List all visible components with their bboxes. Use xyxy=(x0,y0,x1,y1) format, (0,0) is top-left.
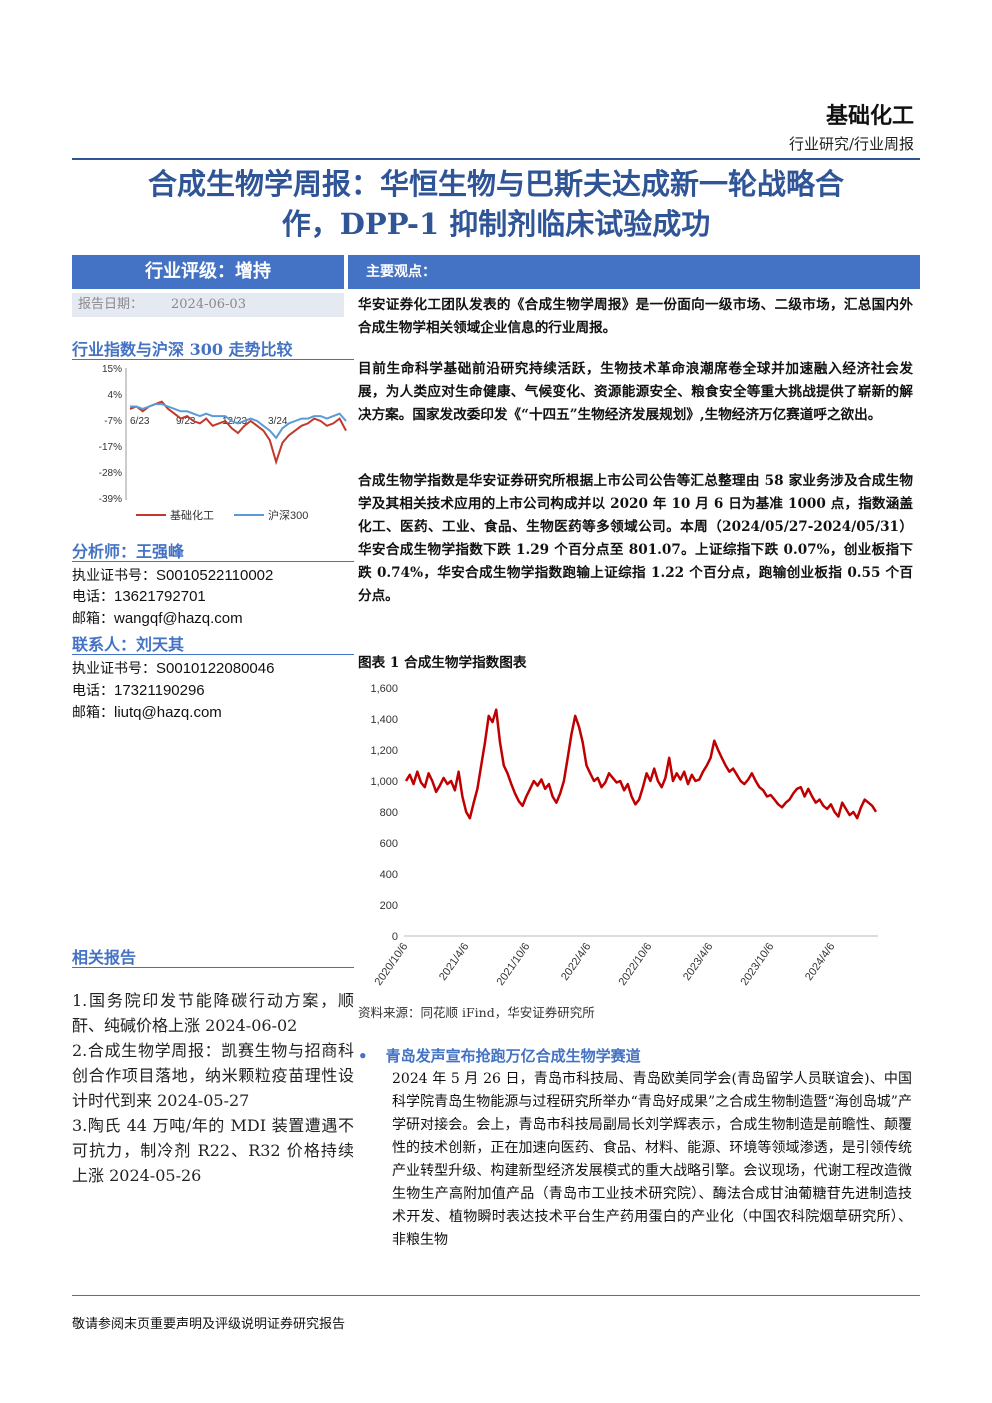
y-tick-label: 1,000 xyxy=(370,776,398,788)
contact-heading: 联系人：刘天其 xyxy=(72,635,185,654)
series-line-basic-chem xyxy=(129,400,347,466)
report-date: 报告日期： 2024-06-03 xyxy=(72,293,344,317)
y-tick-label: 800 xyxy=(380,807,398,819)
analyst-phone: 电话：13621792701 xyxy=(72,586,352,608)
related-report-item[interactable]: 3.陶氏 44 万吨/年的 MDI 装置遭遇不可抗力，制冷剂 R22、R32 价… xyxy=(72,1116,354,1185)
y-tick-label: -39% xyxy=(99,494,122,505)
analyst-rule xyxy=(72,561,354,562)
related-report-item[interactable]: 1.国务院印发节能降碳行动方案，顺酐、纯碱价格上涨 2024-06-02 xyxy=(72,991,354,1035)
contact-email-label: 邮箱： xyxy=(72,705,114,721)
contact-license-label: 执业证书号： xyxy=(72,661,156,677)
small-chart-legend: 基础化工 沪深300 xyxy=(136,508,308,522)
synbio-index-chart: 0 200 400 600 800 1,000 1,200 1,400 1,600 2020/1… xyxy=(370,683,878,988)
intro-paragraph: 华安证券化工团队发表的《合成生物学周报》是一份面向一级市场、二级市场，汇总国内外… xyxy=(358,297,913,336)
x-tick-label: 2021/4/6 xyxy=(437,941,471,983)
x-tick-label: 6/23 xyxy=(130,416,150,427)
report-date-value: 2024-06-03 xyxy=(171,297,246,312)
analyst-email-value[interactable]: wangqf@hazq.com xyxy=(114,610,243,627)
analyst-license-value: S0010522110002 xyxy=(156,567,274,584)
analyst-phone-value: 13621792701 xyxy=(114,588,206,605)
y-tick-label: 600 xyxy=(380,838,398,850)
figure-title: 图表 1 合成生物学指数图表 xyxy=(358,655,527,671)
bullet-icon: • xyxy=(358,1047,368,1065)
contact-license: 执业证书号：S0010122080046 xyxy=(72,658,352,680)
footer-disclaimer: 敬请参阅末页重要声明及评级说明证券研究报告 xyxy=(72,1316,346,1331)
report-title-line-1: 合成生物学周报：华恒生物与巴斯夫达成新一轮战略合 xyxy=(147,167,844,201)
small-chart-series xyxy=(129,400,347,466)
series-line-hs300 xyxy=(130,403,347,440)
x-tick-label: 2022/4/6 xyxy=(559,941,593,983)
small-chart-y-ticks: 15% 4% -7% -17% -28% -39% xyxy=(99,364,122,505)
legend-label: 沪深300 xyxy=(268,508,308,522)
related-reports-rule xyxy=(72,967,354,968)
index-chart-rule xyxy=(72,359,354,360)
contact-email-value[interactable]: liutq@hazq.com xyxy=(114,704,222,721)
index-comparison-chart: 15%4%-7%-17%-28%-39% 6/23 9/23 12/23 3/24 基… xyxy=(99,364,347,522)
y-tick-label: 0 xyxy=(392,931,398,943)
x-tick-label: 2023/10/6 xyxy=(739,941,777,988)
news-body: 2024 年 5 月 26 日，青岛市科技局、青岛欧美同学会(青岛留学人员联谊会… xyxy=(392,1071,912,1248)
contact-phone: 电话：17321190296 xyxy=(72,680,352,702)
x-tick-label: 3/24 xyxy=(268,416,288,427)
figure-source: 资料来源：同花顺 iFind，华安证券研究所 xyxy=(358,1005,595,1020)
x-tick-label: 2024/4/6 xyxy=(803,941,837,983)
news-heading: • 青岛发声宣布抢跑万亿合成生物学赛道 xyxy=(358,1045,641,1066)
legend-label: 基础化工 xyxy=(170,508,214,522)
y-tick-label: -17% xyxy=(99,442,122,453)
y-tick-label: 4% xyxy=(108,390,123,401)
report-category: 行业研究/行业周报 xyxy=(788,135,914,153)
related-report-item[interactable]: 2.合成生物学周报：凯赛生物与招商科创合作项目落地，纳米颗粒疫苗理性设计时代到来… xyxy=(72,1041,354,1110)
report-title-line-2: 作，DPP-1 抑制剂临床试验成功 xyxy=(281,207,711,241)
analyst-heading: 分析师：王强峰 xyxy=(72,542,185,561)
sector-name: 基础化工 xyxy=(825,103,914,129)
analyst-email-label: 邮箱： xyxy=(72,611,114,627)
contact-phone-label: 电话： xyxy=(72,683,114,699)
main-views-heading: 主要观点： xyxy=(348,255,920,289)
y-tick-label: 1,400 xyxy=(370,714,398,726)
y-tick-label: -28% xyxy=(99,468,122,479)
related-reports-list: 1.国务院印发节能降碳行动方案，顺酐、纯碱价格上涨 2024-06-02 2.合… xyxy=(72,988,354,1188)
series-line-synbio-index xyxy=(404,708,878,820)
big-chart-series xyxy=(404,708,878,820)
index-chart-title: 行业指数与沪深 300 走势比较 xyxy=(72,340,293,359)
analyst-phone-label: 电话： xyxy=(72,589,114,605)
report-date-label: 报告日期： xyxy=(78,297,144,312)
x-tick-label: 2023/4/6 xyxy=(681,941,715,983)
contact-email: 邮箱：liutq@hazq.com xyxy=(72,702,352,724)
analyst-email: 邮箱：wangqf@hazq.com xyxy=(72,608,352,630)
x-tick-label: 2022/10/6 xyxy=(617,941,655,988)
background-paragraph: 目前生命科学基础前沿研究持续活跃，生物技术革命浪潮席卷全球并加速融入经济社会发展… xyxy=(358,361,913,423)
related-reports-heading: 相关报告 xyxy=(72,948,137,967)
y-tick-label: 400 xyxy=(380,869,398,881)
news-heading-text: 青岛发声宣布抢跑万亿合成生物学赛道 xyxy=(385,1047,641,1065)
analyst-license: 执业证书号：S0010522110002 xyxy=(72,565,352,587)
report-title: 合成生物学周报：华恒生物与巴斯夫达成新一轮战略合 作，DPP-1 抑制剂临床试验… xyxy=(72,164,920,244)
y-tick-label: 1,200 xyxy=(370,745,398,757)
contact-rule xyxy=(72,654,354,655)
y-tick-label: 1,600 xyxy=(370,683,398,695)
y-tick-label: 200 xyxy=(380,900,398,912)
y-tick-label: -7% xyxy=(104,416,122,427)
x-tick-label: 2020/10/6 xyxy=(373,941,411,988)
big-chart-y-ticks: 0 200 400 600 800 1,000 1,200 1,400 1,600 xyxy=(370,683,398,943)
contact-license-value: S0010122080046 xyxy=(156,660,275,677)
y-tick-label: 15% xyxy=(102,364,122,375)
contact-phone-value: 17321190296 xyxy=(114,682,205,699)
index-summary-paragraph: 合成生物学指数是华安证券研究所根据上市公司公告等汇总整理由 58 家业务涉及合成… xyxy=(358,473,913,604)
industry-rating: 行业评级：增持 xyxy=(72,255,344,289)
footer-divider xyxy=(72,1295,920,1296)
header-divider xyxy=(72,158,920,160)
big-chart-x-ticks: 2020/10/6 2021/4/6 2021/10/6 2022/4/6 2022/1… xyxy=(373,941,838,988)
analyst-license-label: 执业证书号： xyxy=(72,568,156,584)
x-tick-label: 9/23 xyxy=(176,416,196,427)
x-tick-label: 2021/10/6 xyxy=(495,941,533,988)
